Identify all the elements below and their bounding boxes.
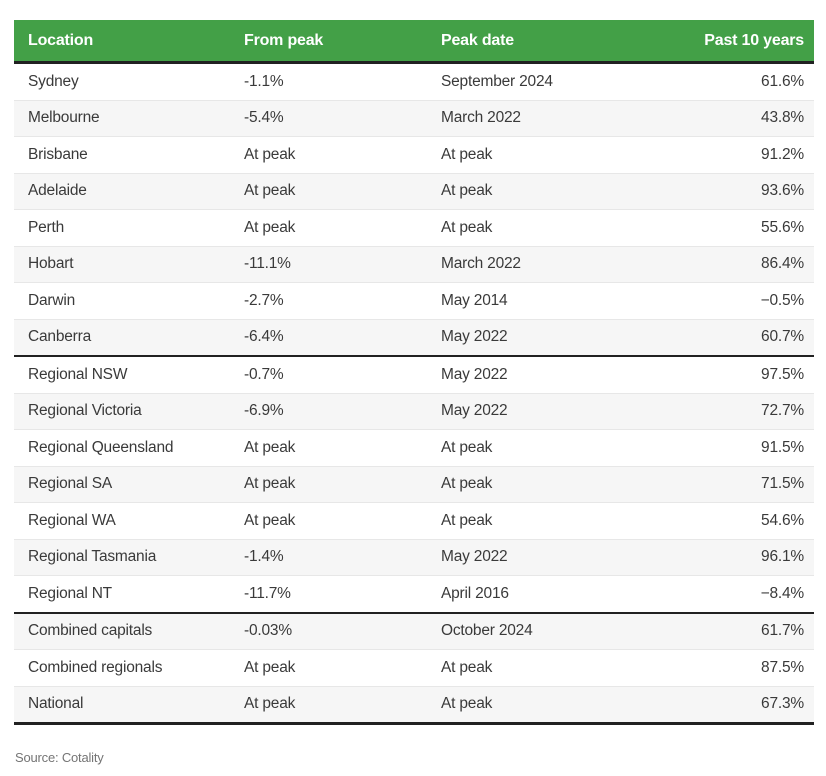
table-row: Canberra -6.4% May 2022 60.7% xyxy=(14,319,814,357)
table-row: Sydney -1.1% September 2024 61.6% xyxy=(14,62,814,101)
cell-peak-date: At peak xyxy=(427,209,669,247)
cell-peak-date: At peak xyxy=(427,649,669,687)
table-row: Regional Queensland At peak At peak 91.5% xyxy=(14,429,814,467)
cell-peak-date: September 2024 xyxy=(427,62,669,101)
cell-from-peak: At peak xyxy=(230,466,427,503)
cell-past-10-years: −8.4% xyxy=(669,575,814,614)
cell-from-peak: -6.9% xyxy=(230,393,427,430)
cell-peak-date: May 2022 xyxy=(427,319,669,357)
cell-from-peak: -0.7% xyxy=(230,356,427,394)
cell-from-peak: -1.4% xyxy=(230,539,427,576)
cell-location: Perth xyxy=(14,209,230,247)
table-row: Regional Tasmania -1.4% May 2022 96.1% xyxy=(14,539,814,576)
cell-location: Adelaide xyxy=(14,173,230,210)
cell-peak-date: At peak xyxy=(427,466,669,503)
cell-from-peak: -1.1% xyxy=(230,62,427,101)
price-peak-table: Location From peak Peak date Past 10 yea… xyxy=(14,20,814,725)
cell-peak-date: May 2022 xyxy=(427,393,669,430)
cell-past-10-years: 72.7% xyxy=(669,393,814,430)
cell-location: Regional NT xyxy=(14,575,230,614)
cell-from-peak: -5.4% xyxy=(230,100,427,137)
cell-from-peak: At peak xyxy=(230,209,427,247)
table-row: Melbourne -5.4% March 2022 43.8% xyxy=(14,100,814,137)
cell-peak-date: May 2022 xyxy=(427,356,669,394)
table-row: Brisbane At peak At peak 91.2% xyxy=(14,136,814,174)
cell-from-peak: At peak xyxy=(230,136,427,174)
cell-from-peak: -2.7% xyxy=(230,282,427,320)
table-header-row: Location From peak Peak date Past 10 yea… xyxy=(14,20,814,64)
cell-location: Darwin xyxy=(14,282,230,320)
cell-past-10-years: 93.6% xyxy=(669,173,814,210)
cell-peak-date: March 2022 xyxy=(427,100,669,137)
cell-location: Regional Queensland xyxy=(14,429,230,467)
table-row: Regional Victoria -6.9% May 2022 72.7% xyxy=(14,393,814,430)
cell-past-10-years: 91.2% xyxy=(669,136,814,174)
cell-past-10-years: 55.6% xyxy=(669,209,814,247)
cell-past-10-years: 60.7% xyxy=(669,319,814,357)
cell-past-10-years: 43.8% xyxy=(669,100,814,137)
cell-past-10-years: 61.7% xyxy=(669,612,814,650)
cell-past-10-years: 87.5% xyxy=(669,649,814,687)
cell-peak-date: May 2014 xyxy=(427,282,669,320)
table-row: Regional WA At peak At peak 54.6% xyxy=(14,502,814,540)
cell-location: Regional Tasmania xyxy=(14,539,230,576)
cell-from-peak: At peak xyxy=(230,429,427,467)
cell-past-10-years: 71.5% xyxy=(669,466,814,503)
cell-location: Regional Victoria xyxy=(14,393,230,430)
cell-location: Combined capitals xyxy=(14,612,230,650)
cell-location: Regional NSW xyxy=(14,356,230,394)
cell-past-10-years: 54.6% xyxy=(669,502,814,540)
cell-from-peak: -6.4% xyxy=(230,319,427,357)
cell-location: Hobart xyxy=(14,246,230,283)
cell-past-10-years: 96.1% xyxy=(669,539,814,576)
header-past-10-years: Past 10 years xyxy=(669,20,814,64)
cell-from-peak: At peak xyxy=(230,649,427,687)
cell-peak-date: At peak xyxy=(427,502,669,540)
cell-peak-date: At peak xyxy=(427,686,669,725)
cell-location: Regional SA xyxy=(14,466,230,503)
cell-peak-date: At peak xyxy=(427,136,669,174)
table-row: Perth At peak At peak 55.6% xyxy=(14,209,814,247)
table-row: Regional NSW -0.7% May 2022 97.5% xyxy=(14,356,814,394)
header-location: Location xyxy=(14,20,230,64)
table-row: Regional NT -11.7% April 2016 −8.4% xyxy=(14,575,814,614)
table-row: Adelaide At peak At peak 93.6% xyxy=(14,173,814,210)
cell-from-peak: -11.1% xyxy=(230,246,427,283)
header-peak-date: Peak date xyxy=(427,20,669,64)
cell-location: Combined regionals xyxy=(14,649,230,687)
cell-past-10-years: 86.4% xyxy=(669,246,814,283)
table-row: Hobart -11.1% March 2022 86.4% xyxy=(14,246,814,283)
table-row: Regional SA At peak At peak 71.5% xyxy=(14,466,814,503)
cell-peak-date: May 2022 xyxy=(427,539,669,576)
cell-location: Brisbane xyxy=(14,136,230,174)
cell-location: National xyxy=(14,686,230,725)
cell-from-peak: At peak xyxy=(230,502,427,540)
cell-from-peak: At peak xyxy=(230,173,427,210)
cell-location: Regional WA xyxy=(14,502,230,540)
cell-past-10-years: 97.5% xyxy=(669,356,814,394)
header-from-peak: From peak xyxy=(230,20,427,64)
table-row: National At peak At peak 67.3% xyxy=(14,686,814,725)
cell-past-10-years: 91.5% xyxy=(669,429,814,467)
cell-location: Melbourne xyxy=(14,100,230,137)
cell-peak-date: April 2016 xyxy=(427,575,669,614)
cell-from-peak: At peak xyxy=(230,686,427,725)
cell-past-10-years: 67.3% xyxy=(669,686,814,725)
cell-past-10-years: 61.6% xyxy=(669,62,814,101)
source-note: Source: Cotality xyxy=(15,750,104,765)
cell-from-peak: -11.7% xyxy=(230,575,427,614)
cell-peak-date: At peak xyxy=(427,173,669,210)
cell-peak-date: October 2024 xyxy=(427,612,669,650)
cell-location: Sydney xyxy=(14,62,230,101)
table-row: Combined regionals At peak At peak 87.5% xyxy=(14,649,814,687)
cell-peak-date: March 2022 xyxy=(427,246,669,283)
cell-from-peak: -0.03% xyxy=(230,612,427,650)
table-row: Darwin -2.7% May 2014 −0.5% xyxy=(14,282,814,320)
cell-peak-date: At peak xyxy=(427,429,669,467)
cell-past-10-years: −0.5% xyxy=(669,282,814,320)
table-row: Combined capitals -0.03% October 2024 61.7% xyxy=(14,612,814,650)
cell-location: Canberra xyxy=(14,319,230,357)
